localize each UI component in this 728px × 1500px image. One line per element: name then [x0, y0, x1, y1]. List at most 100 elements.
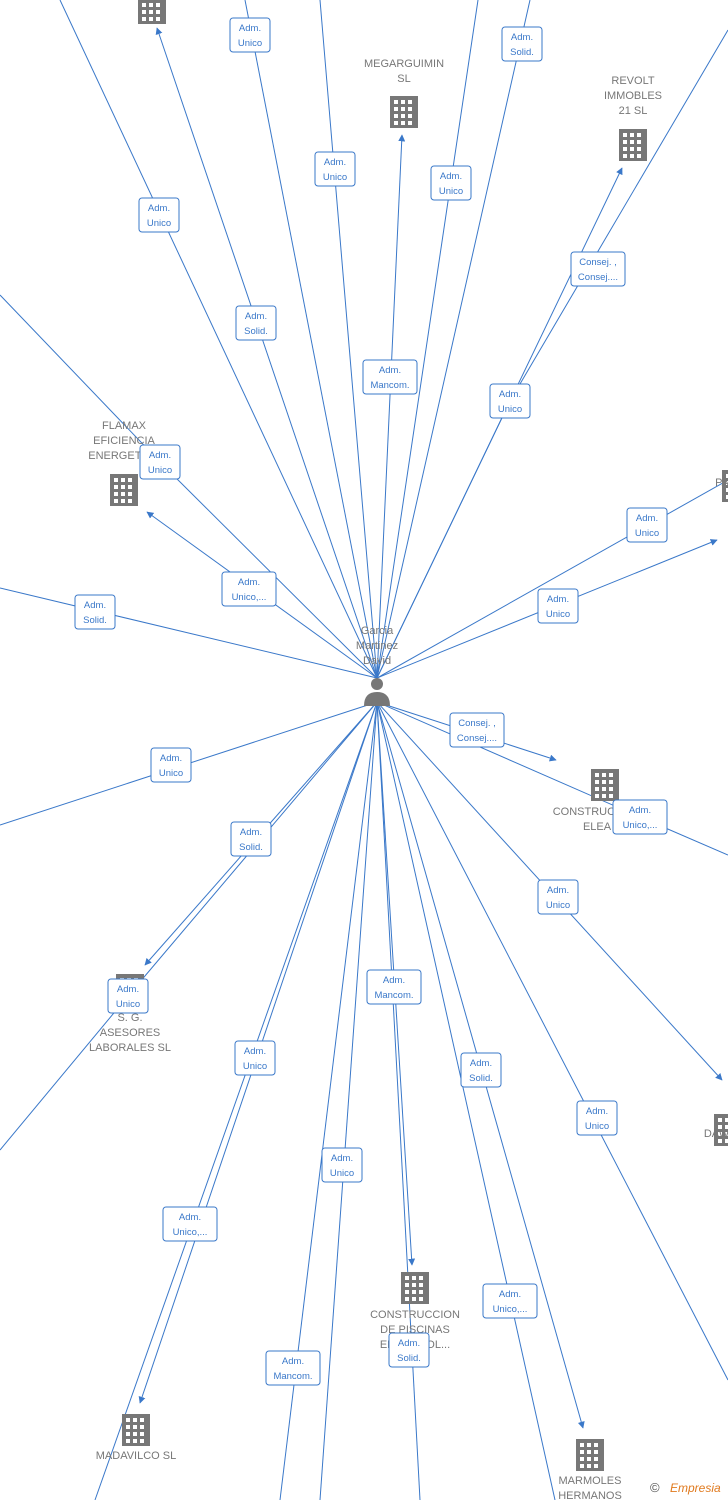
building-window — [126, 1439, 130, 1443]
building-window — [149, 17, 153, 21]
building-window — [408, 100, 412, 104]
building-window — [602, 794, 606, 798]
role-label: Adm. — [84, 600, 106, 611]
role-box — [537, 879, 579, 915]
role-label: Adm. — [586, 1106, 608, 1117]
building-window — [587, 1457, 591, 1461]
edge-line — [155, 27, 378, 679]
role-label: Adm. — [547, 885, 569, 896]
building-window — [595, 780, 599, 784]
building-window — [594, 1450, 598, 1454]
role-box — [74, 594, 116, 630]
building-window — [419, 1290, 423, 1294]
role-label: Unico — [585, 1121, 609, 1132]
role-box — [150, 747, 192, 783]
role-box — [489, 383, 531, 419]
role-box — [612, 799, 668, 835]
role-label: Solid. — [244, 326, 268, 337]
role-box — [107, 978, 149, 1014]
role-box — [366, 969, 422, 1005]
role-label: Adm. — [331, 1153, 353, 1164]
role-label: Consej.... — [578, 272, 618, 283]
role-label: Adm. — [282, 1356, 304, 1367]
role-label: Adm. — [239, 23, 261, 34]
role-box — [430, 165, 472, 201]
building-window — [133, 1418, 137, 1422]
role-box — [314, 151, 356, 187]
edge-line — [376, 0, 479, 679]
role-label: Mancom. — [273, 1371, 312, 1382]
company-name: MADAVILCO SL — [96, 1450, 177, 1462]
role-box — [234, 1040, 276, 1076]
company-name: 21 SL — [619, 105, 648, 117]
building-window — [725, 1132, 728, 1136]
building-window — [140, 1418, 144, 1422]
edge-line — [376, 701, 421, 1500]
building-window — [602, 780, 606, 784]
role-box — [537, 588, 579, 624]
building-window — [121, 478, 125, 482]
role-label: Adm. — [636, 513, 658, 524]
building-window — [149, 3, 153, 7]
building-window — [595, 787, 599, 791]
building-icon — [714, 1114, 728, 1146]
roles: Adm. Unico Adm. Solid. Adm. Unico Adm. Unico Adm… — [74, 17, 668, 1386]
building-window — [580, 1450, 584, 1454]
building-window — [405, 1290, 409, 1294]
building-window — [725, 1125, 728, 1129]
person-body — [364, 692, 390, 706]
person-head — [371, 678, 383, 690]
building-window — [419, 1297, 423, 1301]
edge-line — [0, 294, 378, 679]
role-box — [265, 1350, 321, 1386]
building-window — [126, 1418, 130, 1422]
role-label: Adm. — [398, 1338, 420, 1349]
role-label: Adm. — [511, 32, 533, 43]
building-window — [609, 787, 613, 791]
building-window — [114, 478, 118, 482]
edge-line — [376, 134, 406, 679]
company-name: EFICIENCIA — [93, 435, 155, 447]
building-window — [408, 114, 412, 118]
role-label: Unico — [546, 900, 570, 911]
building-window — [412, 1276, 416, 1280]
role-label: Unico,... — [493, 1304, 528, 1315]
building-window — [394, 107, 398, 111]
role-box — [139, 444, 181, 480]
role-label: Unico — [238, 38, 262, 49]
building-window — [114, 499, 118, 503]
company-name: ASESORES — [100, 1027, 161, 1039]
role-label: Mancom. — [374, 990, 413, 1001]
building-icon — [722, 470, 728, 502]
building-window — [394, 100, 398, 104]
company-name: PA — [715, 477, 728, 489]
building-window — [156, 10, 160, 14]
company-name: HERMANOS — [558, 1490, 622, 1500]
building-window — [609, 794, 613, 798]
role-label: Adm. — [379, 365, 401, 376]
role-label: Adm. — [160, 753, 182, 764]
building-window — [401, 107, 405, 111]
building-window — [405, 1283, 409, 1287]
building-window — [726, 481, 728, 485]
edge-line — [376, 479, 728, 679]
building-window — [623, 154, 627, 158]
building-window — [401, 121, 405, 125]
building-window — [114, 485, 118, 489]
role-label: Unico — [498, 404, 522, 415]
role-label: Adm. — [238, 577, 260, 588]
building-window — [580, 1457, 584, 1461]
building-window — [623, 140, 627, 144]
building-window — [595, 773, 599, 777]
building-window — [637, 154, 641, 158]
role-box — [229, 17, 271, 53]
building-window — [623, 147, 627, 151]
person-name: David — [363, 655, 391, 667]
role-label: Adm. — [240, 827, 262, 838]
role-box — [570, 251, 626, 287]
company-name: DAW C — [704, 1128, 728, 1140]
role-box — [138, 197, 180, 233]
building-window — [718, 1132, 722, 1136]
building-window — [609, 780, 613, 784]
building-window — [412, 1283, 416, 1287]
